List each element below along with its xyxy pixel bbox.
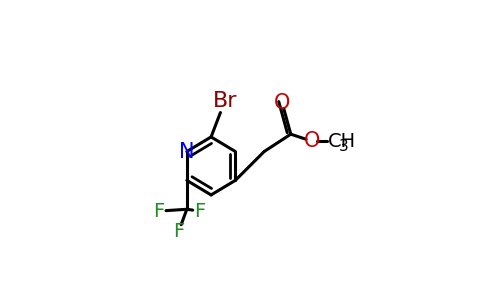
Text: CH: CH (328, 132, 356, 151)
Text: F: F (153, 202, 165, 220)
Text: N: N (179, 142, 195, 161)
Text: F: F (194, 202, 205, 220)
Text: O: O (303, 131, 320, 151)
Text: F: F (173, 222, 184, 241)
Text: O: O (274, 93, 290, 113)
Text: 3: 3 (339, 139, 349, 154)
Text: Br: Br (212, 91, 237, 111)
